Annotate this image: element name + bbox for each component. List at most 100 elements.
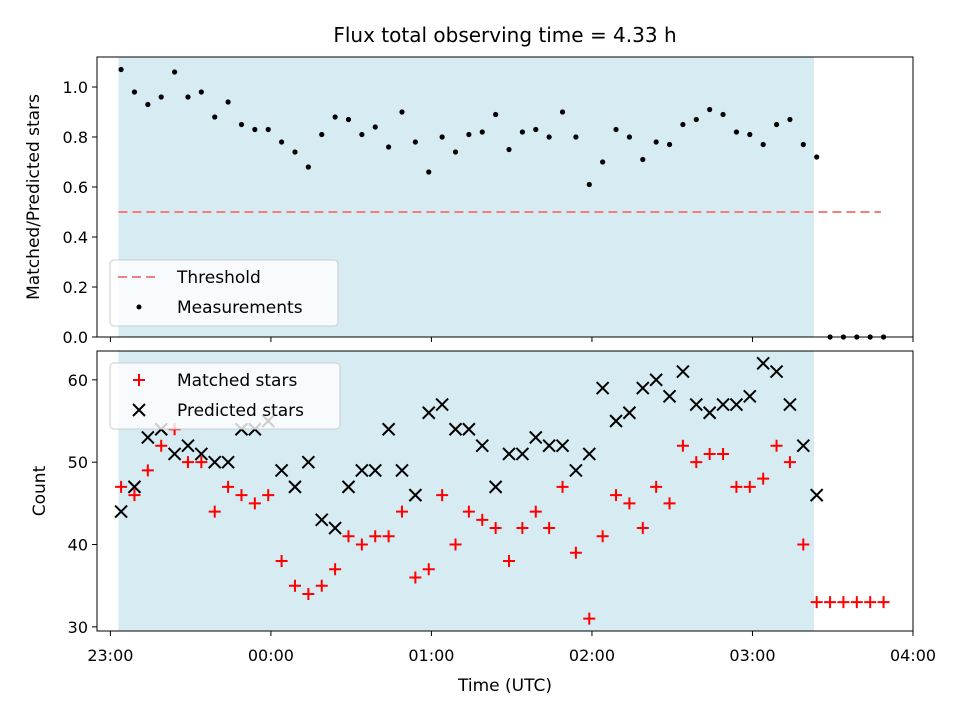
- measurements-legend-swatch: [136, 304, 142, 310]
- measurement-point: [439, 134, 445, 140]
- matched-stars-point: [329, 563, 342, 576]
- top-y-tick-label: 0.0: [63, 328, 88, 347]
- measurement-point: [680, 121, 686, 128]
- top-axis-ticks: 0.0 0.2 0.4 0.6 0.8 1.0: [63, 78, 914, 347]
- predicted-stars-point: [743, 389, 757, 404]
- matched-stars-point: [262, 489, 275, 502]
- matched-stars-point: [797, 538, 810, 551]
- measurement-point: [493, 111, 499, 118]
- measurement-point: [760, 141, 766, 148]
- matched-stars-point: [730, 480, 743, 493]
- measurement-point: [412, 139, 418, 145]
- predicted-stars-point: [729, 397, 744, 412]
- predicted-stars-point: [395, 463, 409, 478]
- predicted-stars-point: [368, 463, 382, 478]
- matched-stars-point: [543, 522, 556, 535]
- matched-stars-point: [636, 522, 649, 535]
- measurement-point: [787, 116, 793, 123]
- top-legend: Threshold Measurements: [109, 259, 339, 327]
- matched-stars-point: [650, 480, 663, 493]
- top-panel: 0.0 0.2 0.4 0.6 0.8 1.0 Flux total observing …: [24, 23, 914, 347]
- measurement-point: [279, 139, 285, 145]
- predicted-stars-point: [274, 463, 289, 478]
- matched-stars-point: [141, 464, 154, 477]
- predicted-stars-point: [448, 422, 463, 436]
- predicted-stars-point: [796, 438, 811, 453]
- measurement-point: [626, 134, 633, 140]
- predicted-stars-point: [462, 422, 476, 436]
- matched-stars-point: [288, 579, 301, 592]
- predicted-stars-legend-swatch: [132, 403, 146, 417]
- predicted-stars-point: [114, 504, 128, 519]
- predicted-stars-point: [676, 364, 690, 379]
- measurement-point: [653, 139, 659, 145]
- matched-stars-point: [181, 456, 194, 469]
- predicted-stars-point: [475, 438, 489, 453]
- measurement-point: [479, 129, 485, 135]
- measurement-point: [225, 99, 231, 105]
- matched-stars-point: [864, 596, 877, 609]
- predicted-stars-point: [756, 356, 770, 371]
- measurement-point: [265, 126, 271, 133]
- bottom-y-tick-label: 60: [68, 371, 88, 390]
- x-tick-label: 23:00: [87, 646, 133, 665]
- measurements-legend-label: Measurements: [177, 298, 303, 318]
- top-y-tick-label: 0.8: [63, 128, 88, 147]
- matched-stars-point: [717, 447, 730, 460]
- measurement-point: [533, 126, 539, 133]
- matched-stars-point: [503, 555, 516, 567]
- matched-stars-point: [556, 480, 569, 493]
- matched-stars-point: [596, 530, 609, 543]
- matched-stars-point: [409, 571, 422, 584]
- predicted-stars-point: [569, 463, 583, 478]
- predicted-stars-point: [435, 397, 449, 412]
- matched-stars-point: [877, 596, 890, 609]
- x-tick-label: 03:00: [729, 646, 775, 665]
- bottom-axes-frame: [96, 350, 914, 632]
- predicted-stars-point: [542, 438, 556, 453]
- predicted-stars-point: [208, 455, 222, 469]
- matched-stars-point: [690, 456, 703, 469]
- matched-stars-point: [489, 522, 502, 535]
- matched-stars-point: [436, 489, 449, 502]
- matched-stars-point: [342, 530, 355, 543]
- measurement-point: [452, 149, 459, 155]
- measurement-point: [212, 114, 218, 120]
- measurement-point: [345, 116, 352, 123]
- predicted-stars-point: [181, 438, 195, 453]
- predicted-stars-point: [622, 406, 637, 420]
- predicted-stars-point: [595, 381, 610, 395]
- predicted-stars-point: [609, 414, 623, 428]
- predicted-stars-point: [301, 455, 316, 469]
- predicted-stars-point: [662, 389, 677, 404]
- matched-stars-point: [529, 505, 542, 518]
- matched-stars-point: [703, 447, 716, 460]
- matched-stars-point: [355, 538, 368, 551]
- measurement-point: [372, 124, 378, 130]
- measurement-point: [707, 106, 713, 113]
- predicted-stars-point: [636, 381, 650, 395]
- matched-stars-point: [850, 596, 863, 609]
- matched-stars-point: [115, 480, 128, 493]
- matched-stars-point: [516, 522, 529, 535]
- measurement-point: [814, 154, 820, 160]
- bottom-panel: 30 40 50 60 23:00 00:00 01:00 02:00 03:00 04:00 C…: [30, 350, 936, 696]
- top-y-tick-label: 0.4: [63, 228, 88, 247]
- matched-stars-point: [369, 530, 382, 543]
- matched-stars-point: [462, 505, 475, 518]
- x-tick-label: 01:00: [408, 646, 454, 665]
- matched-stars-point: [770, 439, 783, 452]
- measurement-point: [773, 121, 780, 128]
- predicted-stars-point: [529, 430, 543, 445]
- measurement-point: [506, 146, 512, 153]
- predicted-stars-point: [716, 397, 730, 412]
- measurement-point: [720, 111, 726, 118]
- matched-stars-point: [783, 456, 796, 469]
- measurement-point: [640, 156, 646, 163]
- predicted-stars-point: [515, 447, 530, 461]
- bottom-legend: Matched stars Predicted stars: [109, 362, 341, 430]
- matched-stars-point: [610, 489, 623, 502]
- measurement-point: [613, 126, 619, 133]
- matched-stars-point: [195, 456, 208, 469]
- measurement-point: [359, 131, 365, 138]
